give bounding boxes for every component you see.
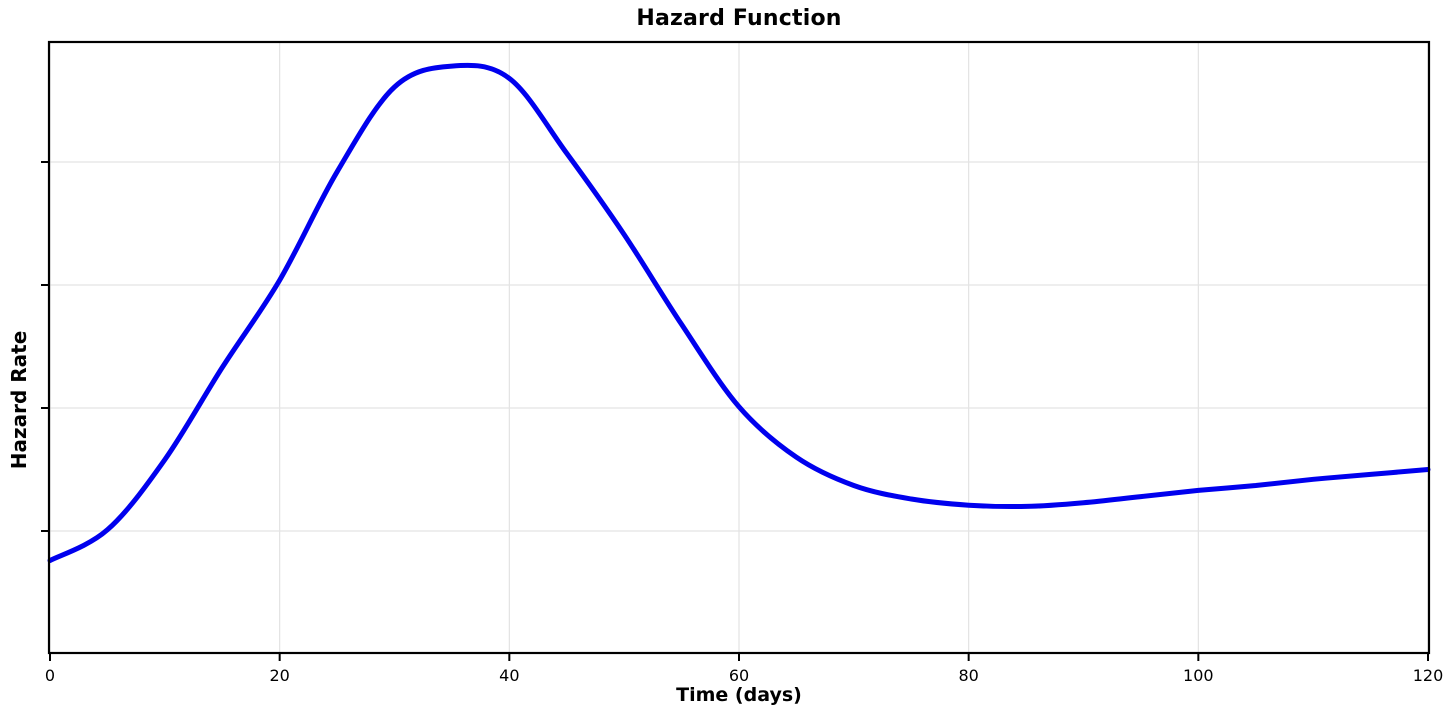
chart-title: Hazard Function (636, 6, 842, 31)
x-tick-label-120: 120 (1413, 666, 1444, 685)
x-tick-label-20: 20 (269, 666, 289, 685)
x-tick-label-60: 60 (729, 666, 749, 685)
x-axis-label: Time (days) (676, 684, 802, 706)
x-tick-label-80: 80 (958, 666, 978, 685)
x-tick-label-40: 40 (499, 666, 519, 685)
y-axis-label: Hazard Rate (7, 330, 31, 470)
x-tick-label-0: 0 (45, 666, 55, 685)
x-tick-label-100: 100 (1183, 666, 1214, 685)
hazard-rate-curve (47, 62, 1431, 563)
